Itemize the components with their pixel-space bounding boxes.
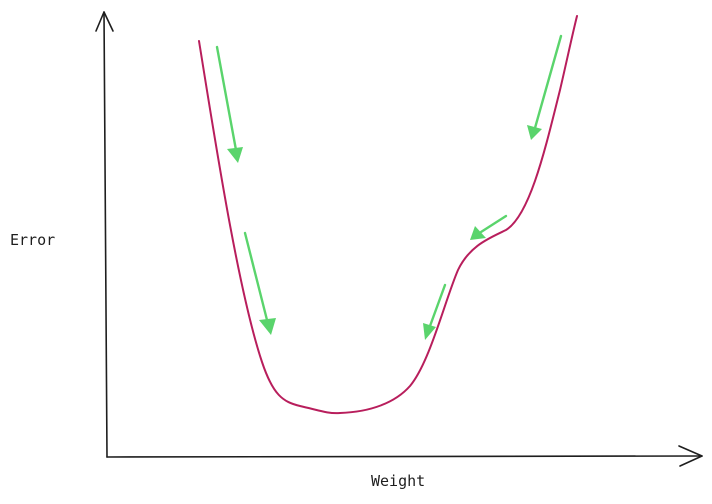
- descent-arrows: [215, 34, 563, 340]
- arrow-right-middle: [470, 214, 508, 240]
- y-axis-arrowhead: [95, 11, 114, 32]
- y-axis-label: Error: [10, 231, 55, 249]
- y-axis-line: [103, 11, 108, 458]
- arrow-left-upper: [215, 45, 243, 163]
- x-axis-arrowhead: [678, 445, 703, 467]
- x-axis-label: Weight: [371, 472, 425, 490]
- axes: [95, 11, 703, 467]
- x-axis-line: [106, 455, 703, 458]
- arrow-right-upper: [527, 34, 563, 140]
- arrow-right-lower: [423, 283, 447, 340]
- arrow-left-lower: [243, 231, 276, 335]
- error-curve: [198, 15, 578, 415]
